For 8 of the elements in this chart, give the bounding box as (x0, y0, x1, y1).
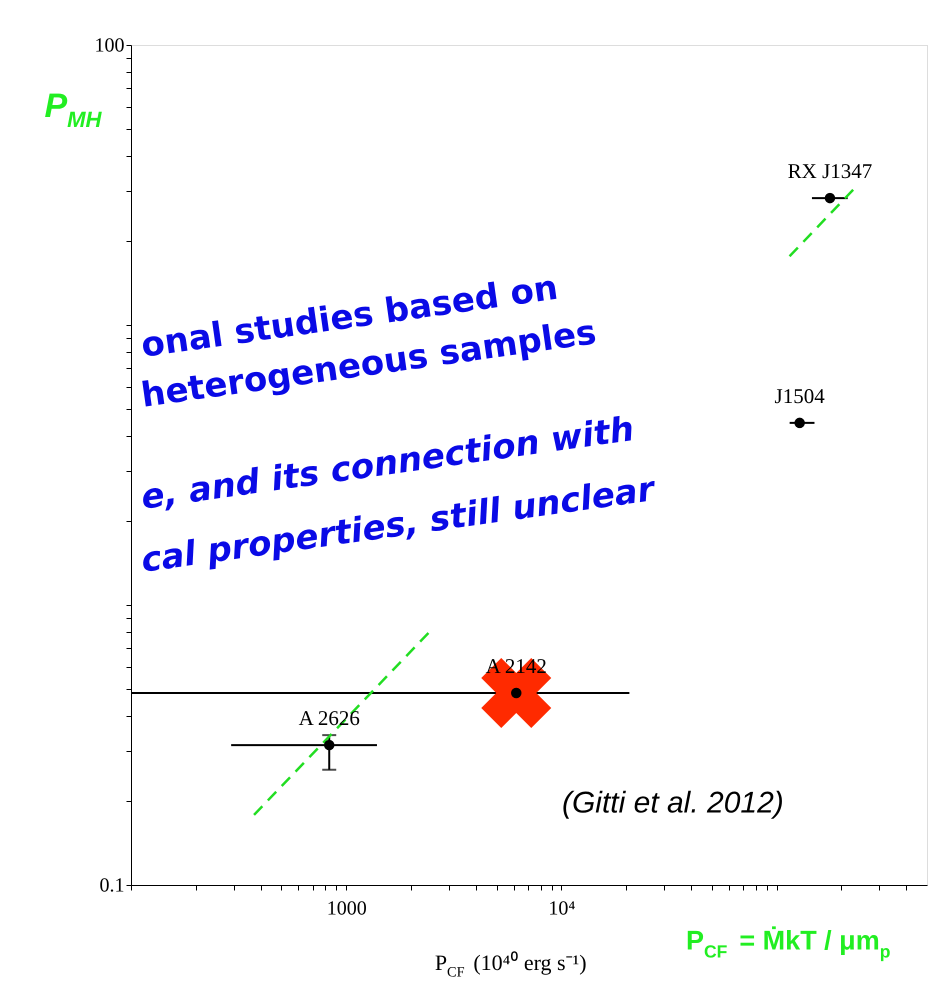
annotation: A 2626 (298, 706, 360, 730)
x-tick-label: 1000 (326, 898, 367, 920)
y-tick-label: 0.1 (100, 874, 124, 896)
annotation: RX J1347 (788, 159, 872, 184)
annotation: (Gitti et al. 2012) (562, 786, 784, 820)
x-tick-label: 10⁴ (548, 898, 576, 920)
y-tick-label: 100 (94, 34, 124, 56)
annotation: J1504 (774, 384, 826, 408)
